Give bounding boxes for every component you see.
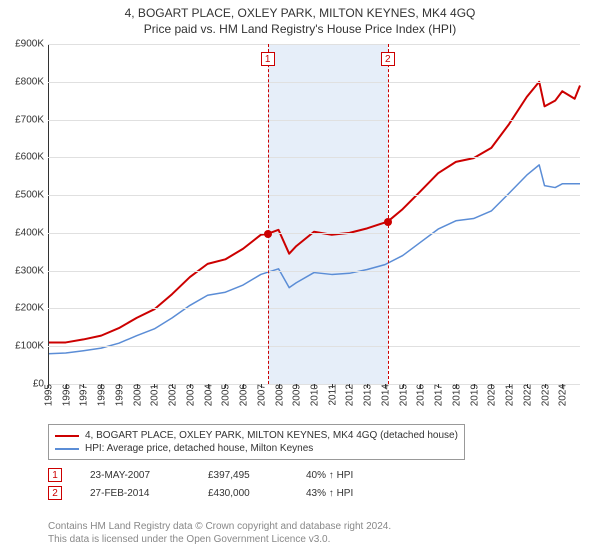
sale-marker-badge: 2 bbox=[381, 52, 395, 66]
sales-row-pct: 40% ↑ HPI bbox=[306, 470, 396, 481]
legend: 4, BOGART PLACE, OXLEY PARK, MILTON KEYN… bbox=[48, 424, 465, 460]
chart-container: 4, BOGART PLACE, OXLEY PARK, MILTON KEYN… bbox=[0, 0, 600, 560]
y-gridline bbox=[48, 271, 580, 272]
y-gridline bbox=[48, 82, 580, 83]
y-gridline bbox=[48, 157, 580, 158]
sales-row-price: £397,495 bbox=[208, 470, 278, 481]
y-gridline bbox=[48, 44, 580, 45]
y-tick-label: £900K bbox=[15, 39, 48, 50]
y-gridline bbox=[48, 233, 580, 234]
legend-item: 4, BOGART PLACE, OXLEY PARK, MILTON KEYN… bbox=[55, 429, 458, 442]
series-line bbox=[48, 82, 580, 343]
line-series-svg bbox=[48, 44, 580, 384]
title-address: 4, BOGART PLACE, OXLEY PARK, MILTON KEYN… bbox=[0, 6, 600, 20]
y-tick-label: £400K bbox=[15, 227, 48, 238]
y-tick-label: £700K bbox=[15, 114, 48, 125]
sales-row: 1 23-MAY-2007 £397,495 40% ↑ HPI bbox=[48, 466, 396, 484]
sales-table: 1 23-MAY-2007 £397,495 40% ↑ HPI 2 27-FEB-201… bbox=[48, 466, 396, 502]
sales-row-date: 23-MAY-2007 bbox=[90, 470, 180, 481]
legend-swatch bbox=[55, 435, 79, 437]
sale-marker-line bbox=[268, 44, 269, 384]
footer-attribution: Contains HM Land Registry data © Crown c… bbox=[48, 520, 391, 546]
title-subtitle: Price paid vs. HM Land Registry's House … bbox=[0, 22, 600, 36]
y-tick-label: £200K bbox=[15, 303, 48, 314]
legend-swatch bbox=[55, 448, 79, 450]
sale-marker-badge: 1 bbox=[261, 52, 275, 66]
y-tick-label: £600K bbox=[15, 152, 48, 163]
sales-row-date: 27-FEB-2014 bbox=[90, 488, 180, 499]
footer-line2: This data is licensed under the Open Gov… bbox=[48, 533, 391, 546]
plot-area: £0£100K£200K£300K£400K£500K£600K£700K£80… bbox=[48, 44, 580, 384]
y-gridline bbox=[48, 308, 580, 309]
chart-titles: 4, BOGART PLACE, OXLEY PARK, MILTON KEYN… bbox=[0, 0, 600, 36]
sales-row-badge: 1 bbox=[48, 468, 62, 482]
sale-marker-line bbox=[388, 44, 389, 384]
sale-dot bbox=[384, 218, 392, 226]
y-tick-label: £100K bbox=[15, 341, 48, 352]
sales-row-pct: 43% ↑ HPI bbox=[306, 488, 396, 499]
y-gridline bbox=[48, 120, 580, 121]
sale-dot bbox=[264, 230, 272, 238]
y-tick-label: £800K bbox=[15, 76, 48, 87]
series-line bbox=[48, 165, 580, 354]
y-gridline bbox=[48, 346, 580, 347]
sales-row-badge: 2 bbox=[48, 486, 62, 500]
legend-label: HPI: Average price, detached house, Milt… bbox=[85, 443, 313, 454]
footer-line1: Contains HM Land Registry data © Crown c… bbox=[48, 520, 391, 533]
sales-row-price: £430,000 bbox=[208, 488, 278, 499]
y-gridline bbox=[48, 195, 580, 196]
y-axis bbox=[48, 44, 49, 384]
y-tick-label: £300K bbox=[15, 265, 48, 276]
sales-row: 2 27-FEB-2014 £430,000 43% ↑ HPI bbox=[48, 484, 396, 502]
legend-label: 4, BOGART PLACE, OXLEY PARK, MILTON KEYN… bbox=[85, 430, 458, 441]
legend-item: HPI: Average price, detached house, Milt… bbox=[55, 442, 458, 455]
y-tick-label: £500K bbox=[15, 190, 48, 201]
